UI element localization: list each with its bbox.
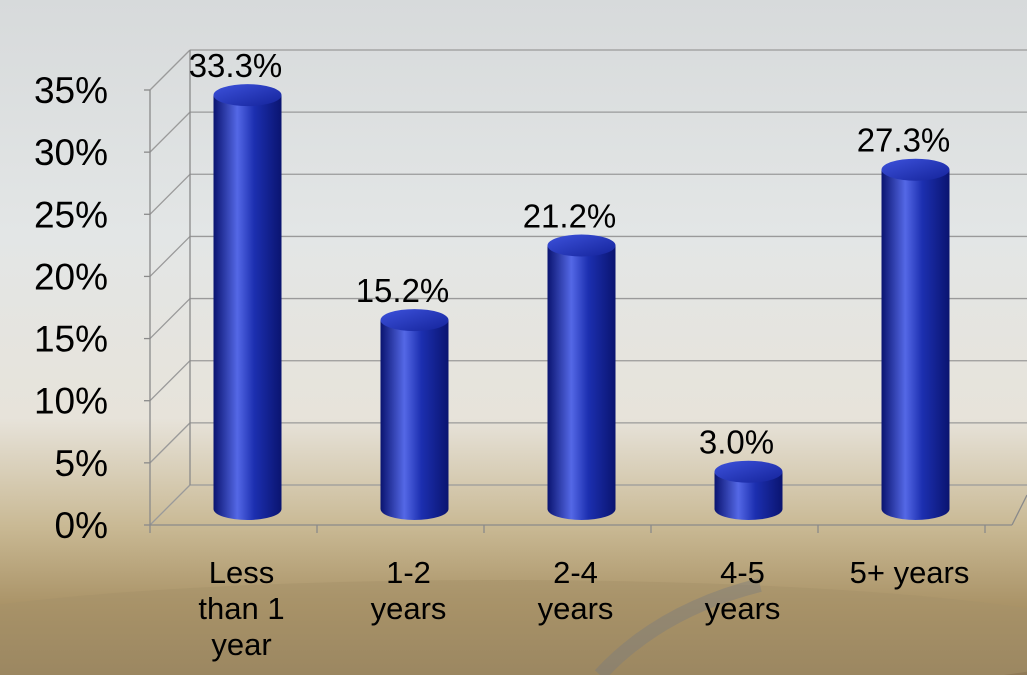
bar-body	[881, 169, 950, 520]
data-label: 15.2%	[356, 272, 450, 309]
bar	[714, 460, 783, 520]
bar-top	[547, 234, 616, 257]
x-tick-label: than 1	[198, 591, 284, 626]
bar-body	[213, 95, 282, 520]
bar	[213, 84, 282, 520]
floor-right-edge	[1011, 494, 1027, 526]
side-gridline	[149, 298, 191, 340]
bar	[380, 309, 449, 520]
bar	[547, 234, 616, 520]
x-tick-label: 5+ years	[850, 555, 970, 590]
side-gridline	[149, 49, 191, 91]
side-gridline	[149, 484, 191, 526]
bar-top	[714, 460, 783, 483]
bar-top	[213, 84, 282, 107]
axes	[144, 50, 1027, 533]
background-ground	[0, 580, 1027, 675]
y-tick-label: 30%	[34, 132, 108, 173]
y-tick-label: 15%	[34, 319, 108, 360]
bar	[881, 158, 950, 520]
bar-body	[714, 471, 783, 520]
bar-body	[380, 320, 449, 520]
x-tick-label: 1-2	[386, 555, 431, 590]
bar-top	[380, 309, 449, 332]
y-tick-labels: 0% 5% 10% 15% 20% 25% 30% 35%	[34, 70, 108, 546]
x-tick-label: years	[705, 591, 781, 626]
side-gridline	[149, 235, 191, 277]
y-tick-label: 10%	[34, 381, 108, 422]
x-tick-label: 2-4	[553, 555, 598, 590]
data-label: 27.3%	[857, 122, 951, 159]
data-label: 21.2%	[523, 198, 617, 235]
bar-body	[547, 245, 616, 520]
y-tick-label: 5%	[55, 443, 108, 484]
data-labels: 33.3% 15.2% 21.2% 3.0% 27.3%	[189, 47, 951, 461]
x-tick-label: 4-5	[720, 555, 765, 590]
x-tick-label: year	[211, 627, 271, 662]
x-tick-label: years	[371, 591, 447, 626]
y-tick-label: 35%	[34, 70, 108, 111]
y-tick-label: 0%	[55, 505, 108, 546]
bar-top	[881, 158, 950, 181]
x-tick-label: years	[538, 591, 614, 626]
background-road	[594, 578, 762, 675]
side-gridline	[149, 173, 191, 215]
data-label: 3.0%	[699, 424, 774, 461]
bars	[213, 84, 950, 520]
data-label: 33.3%	[189, 47, 283, 84]
y-tick-label: 20%	[34, 256, 108, 297]
side-gridline	[149, 360, 191, 402]
side-gridline	[149, 422, 191, 464]
side-gridline	[149, 111, 191, 153]
x-tick-label: Less	[209, 555, 274, 590]
y-tick-label: 25%	[34, 194, 108, 235]
